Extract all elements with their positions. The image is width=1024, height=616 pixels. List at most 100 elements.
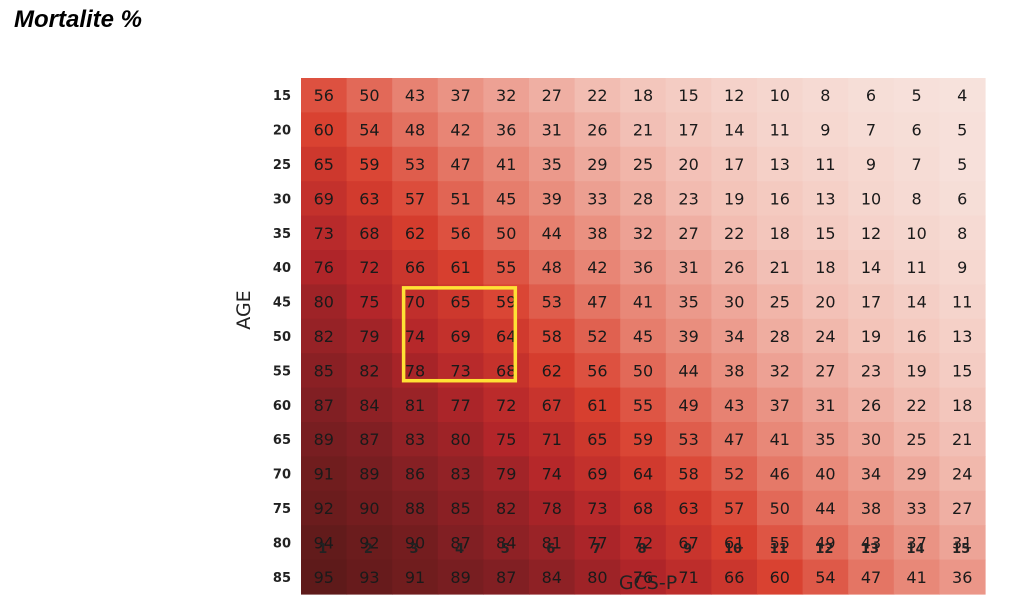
heatmap-cell (848, 490, 895, 526)
cell-value: 41 (633, 293, 653, 312)
heatmap-cell (757, 387, 804, 423)
heatmap-cell (848, 387, 895, 423)
heatmap-cell (620, 387, 667, 423)
cell-value: 32 (496, 86, 516, 105)
y-tick-label: 80 (273, 536, 291, 551)
y-tick-label: 15 (273, 89, 291, 104)
cell-value: 11 (952, 293, 972, 312)
cell-value: 60 (770, 568, 790, 587)
heatmap-cell (437, 215, 484, 251)
cell-value: 27 (815, 361, 835, 380)
cell-value: 61 (587, 396, 607, 415)
heatmap-cell (301, 146, 348, 182)
heatmap-cell (711, 353, 758, 389)
x-tick-label: 12 (815, 542, 833, 557)
x-tick-label: 6 (546, 542, 555, 557)
cell-value: 76 (633, 568, 653, 587)
heatmap-cell (529, 456, 576, 492)
heatmap-cell (574, 559, 621, 595)
cell-value: 81 (542, 533, 562, 552)
cell-value: 54 (359, 121, 379, 140)
y-tick-label: 85 (273, 571, 291, 586)
cell-value: 69 (587, 465, 607, 484)
cell-value: 48 (405, 121, 425, 140)
cell-value: 10 (770, 86, 790, 105)
cell-value: 13 (815, 189, 835, 208)
cell-value: 91 (405, 568, 425, 587)
cell-value: 18 (633, 86, 653, 105)
heatmap-cell (392, 525, 439, 561)
heatmap-cell (711, 422, 758, 457)
cell-value: 92 (314, 499, 334, 518)
heatmap-cell (939, 78, 986, 113)
heatmap-cell (757, 525, 804, 561)
x-tick-label: 4 (455, 542, 464, 557)
x-tick-label: 13 (861, 542, 879, 557)
heatmap-cell (574, 284, 621, 320)
cell-value: 17 (678, 121, 698, 140)
cell-value: 87 (450, 533, 470, 552)
cell-value: 19 (724, 189, 744, 208)
cell-value: 61 (450, 258, 470, 277)
cell-value: 22 (906, 396, 926, 415)
heatmap-cell (848, 250, 895, 285)
cell-value: 19 (861, 327, 881, 346)
cell-value: 14 (724, 121, 744, 140)
cell-value: 37 (450, 86, 470, 105)
heatmap-cell (665, 387, 712, 423)
heatmap-cells (301, 78, 986, 595)
cell-value: 9 (866, 155, 876, 174)
y-tick-label: 40 (273, 261, 291, 276)
cell-value: 57 (724, 499, 744, 518)
cell-value: 10 (861, 189, 881, 208)
cell-value: 30 (861, 430, 881, 449)
heatmap-cell (757, 250, 804, 285)
heatmap-cell (939, 215, 986, 251)
heatmap-cell (620, 318, 667, 354)
heatmap-cell (529, 78, 576, 113)
cell-value: 50 (359, 86, 379, 105)
heatmap-cell (483, 318, 530, 354)
cell-value: 20 (678, 155, 698, 174)
cell-value: 68 (496, 361, 516, 380)
cell-value: 31 (952, 533, 972, 552)
cell-value: 50 (496, 224, 516, 243)
heatmap-cell (939, 387, 986, 423)
cell-value: 83 (405, 430, 425, 449)
heatmap-cell (711, 112, 758, 148)
cell-value: 41 (496, 155, 516, 174)
cell-value: 5 (912, 86, 922, 105)
heatmap-cell (711, 490, 758, 526)
heatmap-cell (574, 318, 621, 354)
heatmap-cell (346, 181, 393, 217)
cell-value: 36 (633, 258, 653, 277)
heatmap-cell (301, 353, 348, 389)
heatmap-cell (392, 387, 439, 423)
heatmap-cell (848, 559, 895, 595)
heatmap-cell (346, 456, 393, 492)
cell-value: 66 (405, 258, 425, 277)
heatmap-cell (437, 456, 484, 492)
heatmap-cell (802, 456, 849, 492)
x-tick-label: 8 (637, 542, 646, 557)
heatmap-cell (483, 456, 530, 492)
heatmap-cell (711, 318, 758, 354)
heatmap-cell (483, 387, 530, 423)
cell-value: 49 (678, 396, 698, 415)
heatmap-cell (802, 387, 849, 423)
heatmap-cell (574, 181, 621, 217)
cell-value: 53 (542, 293, 562, 312)
heatmap-cell (483, 422, 530, 457)
cell-value: 75 (359, 293, 379, 312)
heatmap-cell (346, 250, 393, 285)
cell-value: 43 (724, 396, 744, 415)
cell-value: 73 (587, 499, 607, 518)
heatmap-cell (711, 181, 758, 217)
heatmap-cell (665, 250, 712, 285)
heatmap-cell (529, 525, 576, 561)
heatmap-cell (665, 422, 712, 457)
cell-value: 47 (587, 293, 607, 312)
y-tick-label: 70 (273, 468, 291, 483)
cell-value: 29 (587, 155, 607, 174)
cell-value: 17 (861, 293, 881, 312)
